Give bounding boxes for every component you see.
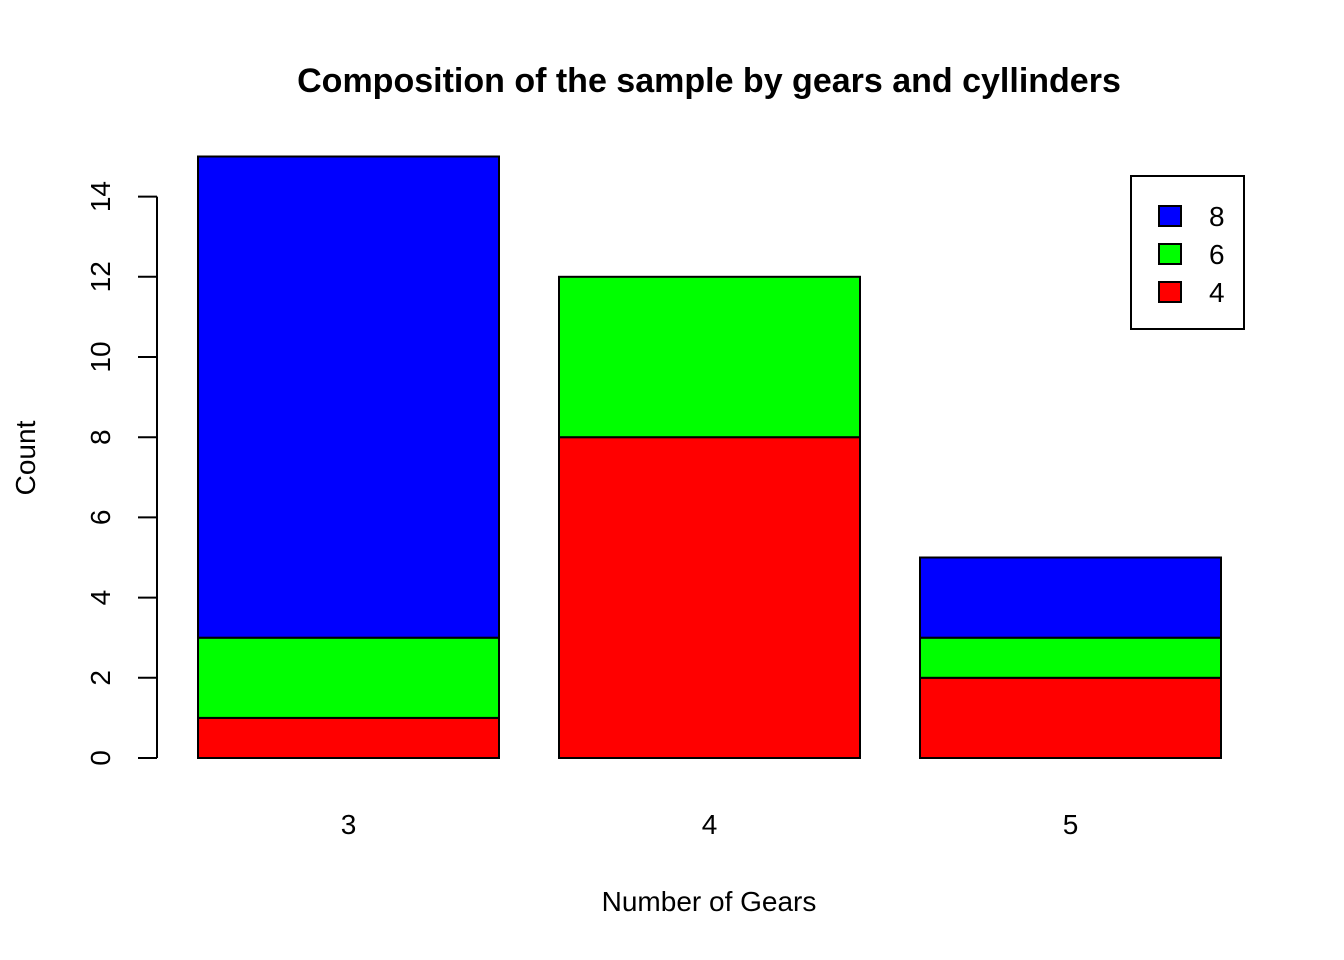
legend-swatch-6 (1158, 243, 1182, 265)
y-axis: 0 2 4 6 8 10 12 14 (85, 181, 158, 766)
legend-label-8: 8 (1209, 201, 1225, 232)
y-tick-label: 2 (85, 670, 116, 686)
bar-segment-gear-5-cyl-8 (919, 556, 1222, 639)
bar-segment-gear-4-cyl-4 (558, 436, 861, 759)
bar-segment-gear-5-cyl-6 (919, 636, 1222, 679)
chart-title: Composition of the sample by gears and c… (297, 62, 1121, 100)
bars-group (197, 155, 1222, 760)
legend-label-4: 4 (1209, 277, 1225, 308)
bar-segment-gear-3-cyl-8 (197, 155, 500, 639)
bar-segment-gear-4-cyl-6 (558, 275, 861, 439)
y-tick-label: 12 (85, 261, 116, 292)
x-axis-label: Number of Gears (602, 886, 817, 917)
y-tick-label: 6 (85, 510, 116, 526)
bar-segment-gear-5-cyl-4 (919, 676, 1222, 759)
y-axis-label: Count (10, 420, 41, 495)
legend-box (1130, 175, 1245, 330)
y-tick-label: 14 (85, 181, 116, 212)
bar-segment-gear-3-cyl-4 (197, 716, 500, 760)
y-tick-label: 4 (85, 590, 116, 606)
legend-swatch-8 (1158, 205, 1182, 227)
legend: 8 6 4 (1130, 175, 1245, 330)
x-tick-label: 5 (1063, 809, 1079, 840)
y-tick-label: 8 (85, 429, 116, 445)
x-tick-label: 3 (341, 809, 357, 840)
legend-swatch-4 (1158, 281, 1182, 303)
bar-segment-gear-3-cyl-6 (197, 636, 500, 719)
y-tick-label: 0 (85, 750, 116, 766)
x-tick-label: 4 (702, 809, 718, 840)
legend-label-6: 6 (1209, 239, 1225, 270)
x-axis: 3 4 5 (341, 809, 1079, 840)
y-tick-label: 10 (85, 341, 116, 372)
